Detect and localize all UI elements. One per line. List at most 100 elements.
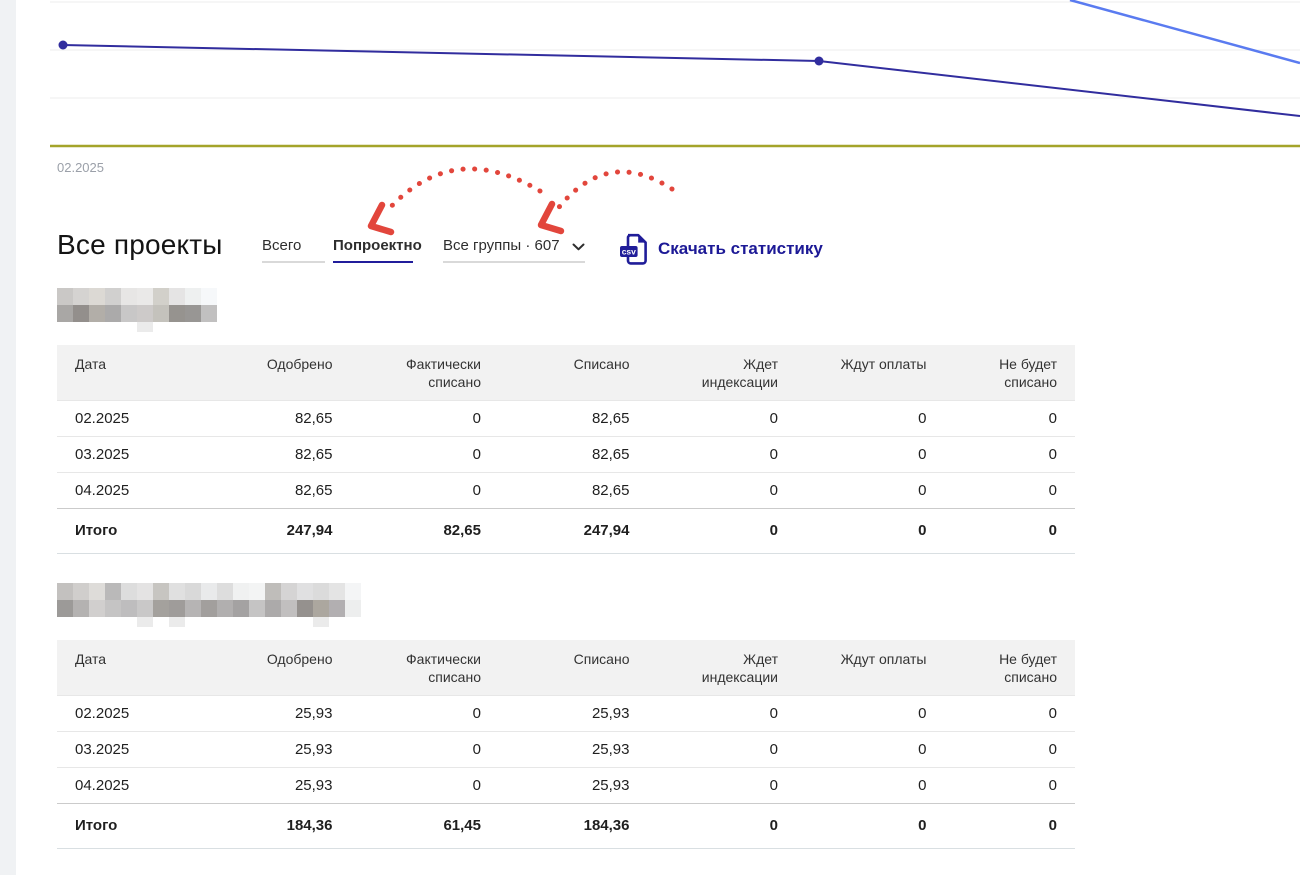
redaction-block (185, 583, 201, 600)
cell: 03.2025 (75, 446, 130, 463)
cell: 0 (918, 446, 927, 463)
redaction-block (249, 600, 265, 617)
cell: 0 (769, 482, 778, 499)
redaction-block (73, 288, 89, 305)
cell: 0 (472, 741, 481, 758)
redaction-block (329, 600, 345, 617)
redaction-block (89, 600, 105, 617)
projects-toolbar: Все проекты Всего Попроектно Все группы … (0, 0, 1300, 280)
redaction-block (217, 583, 233, 600)
redaction-block (73, 600, 89, 617)
cell: 25,93 (591, 777, 630, 794)
table-row: 04.2025 25,93 0 25,93 0 0 0 (57, 767, 1075, 804)
redaction-block (105, 288, 121, 305)
redaction-block (233, 600, 249, 617)
cell: 25,93 (591, 705, 630, 722)
total-cell: 0 (769, 522, 778, 539)
group-filter-label: Все группы · 607 (443, 237, 560, 254)
redaction-block (281, 583, 297, 600)
redaction-block (185, 288, 201, 305)
redaction-block (137, 305, 153, 322)
cell: 0 (1048, 705, 1057, 722)
column-header: Списано (481, 640, 630, 696)
total-cell: Итого (75, 522, 118, 539)
cell: 0 (1048, 446, 1057, 463)
column-header: Фактически списано (332, 640, 481, 696)
column-header: Ждут оплаты (778, 345, 927, 401)
redaction-block (233, 583, 249, 600)
redaction-block (169, 305, 185, 322)
tab-per-project[interactable]: Попроектно (333, 237, 422, 263)
redaction-block (345, 600, 361, 617)
redaction-block (57, 288, 73, 305)
cell: 0 (1048, 410, 1057, 427)
column-header: Не будет списано (926, 640, 1075, 696)
cell: 0 (472, 777, 481, 794)
redaction-block (121, 288, 137, 305)
redaction-block (121, 583, 137, 600)
project-stats-table: Дата Одобрено Фактически списано Списано Жде… (57, 345, 1075, 554)
cell: 0 (769, 777, 778, 794)
line-chart (50, 0, 1300, 148)
redaction-block (153, 600, 169, 617)
cell: 0 (472, 446, 481, 463)
total-cell: 0 (918, 817, 927, 834)
cell: 0 (472, 482, 481, 499)
cell: 0 (918, 705, 927, 722)
redaction-block (137, 322, 153, 332)
cell: 0 (1048, 482, 1057, 499)
total-cell: 82,65 (443, 522, 481, 539)
redaction-block (89, 583, 105, 600)
table-row: 02.2025 25,93 0 25,93 0 0 0 (57, 695, 1075, 732)
tab-total[interactable]: Всего (262, 237, 325, 263)
redaction-block (105, 600, 121, 617)
redaction-block (105, 583, 121, 600)
redaction-block (121, 600, 137, 617)
column-header: Дата (57, 345, 184, 401)
redaction-block (89, 288, 105, 305)
column-header: Ждут оплаты (778, 640, 927, 696)
redaction-block (169, 600, 185, 617)
cell: 82,65 (294, 446, 333, 463)
redaction-block (313, 600, 329, 617)
cell: 02.2025 (75, 410, 130, 427)
redaction-block (137, 288, 153, 305)
redaction-block (89, 305, 105, 322)
chart-x-tick-label: 02.2025 (57, 160, 104, 175)
table-row: 04.2025 82,65 0 82,65 0 0 0 (57, 472, 1075, 509)
project-name-redacted (57, 583, 361, 627)
redaction-block (201, 288, 217, 305)
redaction-block (169, 617, 185, 627)
redaction-block (345, 583, 361, 600)
redaction-block (153, 305, 169, 322)
cell: 0 (472, 705, 481, 722)
redaction-block (201, 600, 217, 617)
column-header: Фактически списано (332, 345, 481, 401)
redaction-block (105, 305, 121, 322)
cell: 03.2025 (75, 741, 130, 758)
cell: 82,65 (294, 482, 333, 499)
redaction-block (169, 583, 185, 600)
redaction-block (249, 583, 265, 600)
cell: 25,93 (591, 741, 630, 758)
cell: 02.2025 (75, 705, 130, 722)
table-row: 03.2025 25,93 0 25,93 0 0 0 (57, 731, 1075, 768)
redaction-block (217, 600, 233, 617)
redaction-block (281, 600, 297, 617)
chart-marker (58, 40, 68, 50)
group-filter-dropdown[interactable]: Все группы · 607 (443, 237, 585, 263)
redaction-block (297, 583, 313, 600)
redaction-block (185, 600, 201, 617)
redaction-block (265, 600, 281, 617)
total-cell: 0 (769, 817, 778, 834)
cell: 0 (918, 410, 927, 427)
redaction-block (201, 305, 217, 322)
table-row: 02.2025 82,65 0 82,65 0 0 0 (57, 400, 1075, 437)
column-header: Ждет индексации (629, 640, 778, 696)
redaction-block (57, 305, 73, 322)
cell: 0 (1048, 741, 1057, 758)
redaction-block (153, 288, 169, 305)
download-statistics-link[interactable]: csv Скачать статистику (620, 233, 823, 265)
cell: 04.2025 (75, 482, 130, 499)
column-header: Не будет списано (926, 345, 1075, 401)
